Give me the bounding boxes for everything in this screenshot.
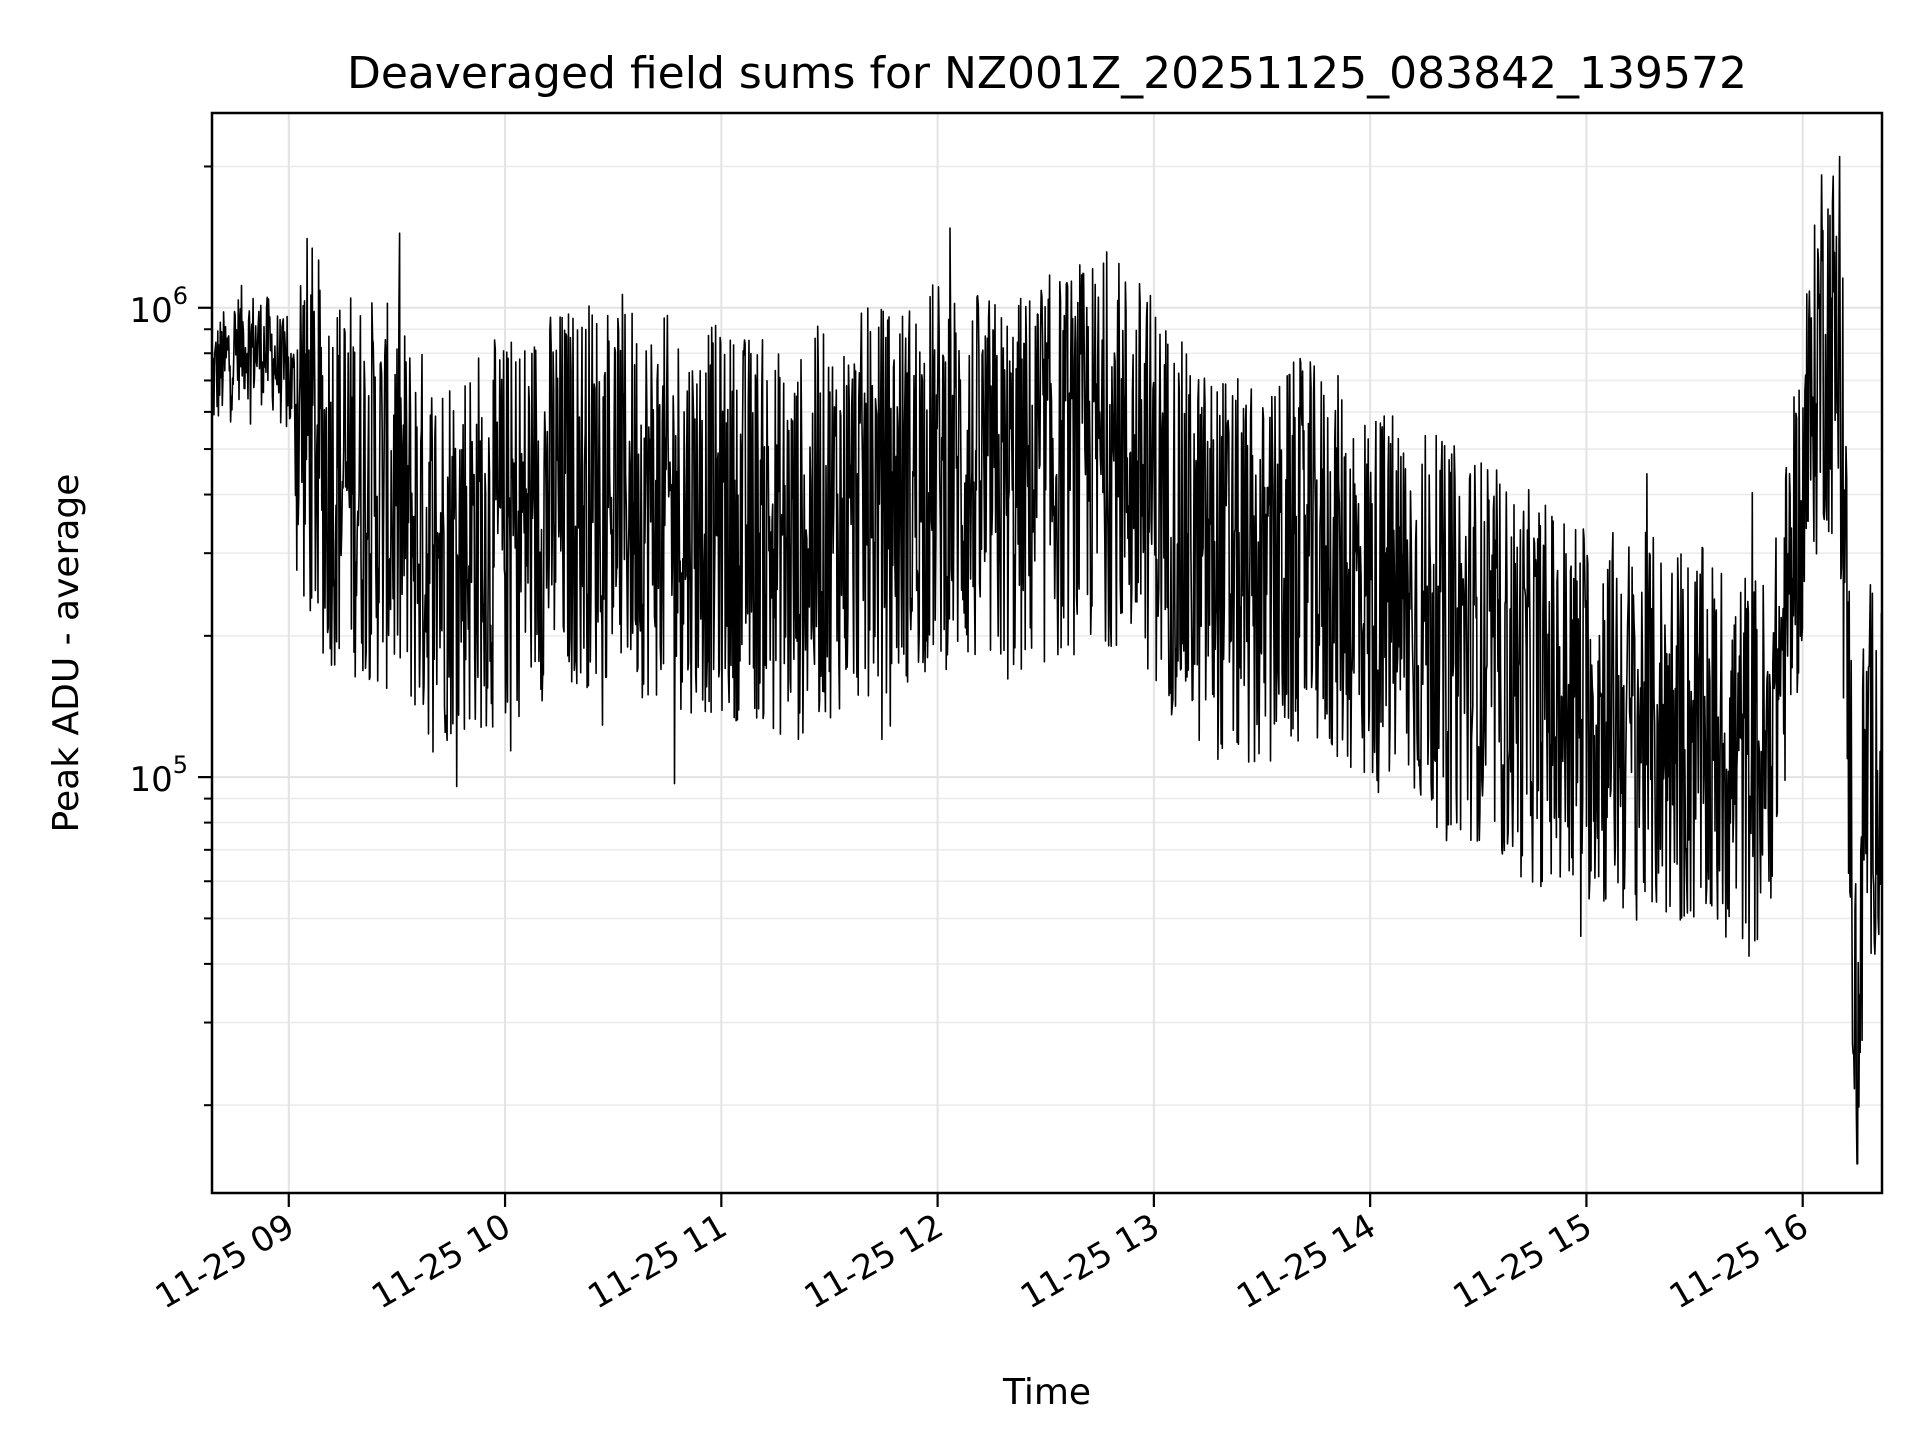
y-axis-label: Peak ADU - average bbox=[46, 474, 87, 833]
series-line bbox=[211, 155, 1883, 1165]
y-tick-label: 106 bbox=[129, 282, 188, 331]
chart-title: Deaveraged field sums for NZ001Z_2025112… bbox=[347, 48, 1747, 99]
x-axis-label: Time bbox=[1002, 1372, 1091, 1413]
plot-area-frame bbox=[210, 111, 1884, 1195]
y-axis-ticks: 105 106 bbox=[129, 165, 212, 1107]
y-tick-label: 105 bbox=[129, 751, 188, 800]
